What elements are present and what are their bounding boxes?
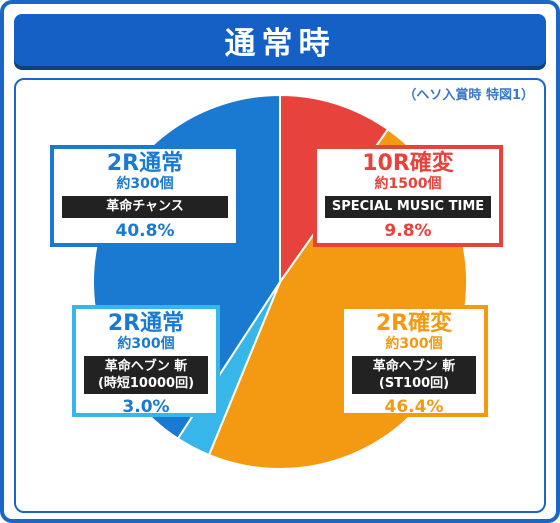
label-2r-tsujo-chance: 2R通常 約300個 革命チャンス 40.8%	[50, 145, 240, 247]
slice-machine: SPECIAL MUSIC TIME	[325, 196, 491, 218]
chart-note: （ヘソ入賞時 特図1）	[403, 88, 534, 103]
slice-machine: 革命チャンス	[62, 196, 228, 218]
slice-machine-line1: 革命ヘブン 斬	[372, 359, 456, 374]
slice-bonus: 約300個	[385, 336, 443, 352]
slice-bonus: 約300個	[116, 176, 174, 192]
slice-machine-line2: (ST100回)	[378, 376, 450, 391]
slice-bonus: 約300個	[117, 336, 175, 352]
slice-percent: 3.0%	[122, 397, 170, 417]
slice-percent: 46.4%	[384, 397, 444, 417]
slice-name: 2R確変	[375, 311, 453, 336]
label-10r-kakuhen: 10R確変 約1500個 SPECIAL MUSIC TIME 9.8%	[313, 145, 503, 247]
title-bar: 通常時	[14, 14, 546, 66]
slice-machine-line2: (時短10000回)	[97, 376, 195, 391]
slice-name: 2R通常	[106, 151, 184, 176]
label-2r-kakuhen: 2R確変 約300個 革命ヘブン 斬 (ST100回) 46.4%	[340, 305, 488, 417]
page-title: 通常時	[224, 25, 336, 62]
slice-machine: 革命ヘブン 斬 (ST100回)	[352, 356, 476, 394]
slice-name: 10R確変	[362, 151, 454, 176]
slice-name: 2R通常	[107, 311, 185, 336]
slice-percent: 9.8%	[384, 221, 432, 241]
slice-bonus: 約1500個	[374, 176, 442, 192]
slice-machine-line1: 革命ヘブン 斬	[104, 359, 188, 374]
slice-percent: 40.8%	[115, 221, 175, 241]
slice-machine: 革命ヘブン 斬 (時短10000回)	[84, 356, 208, 394]
label-2r-tsujo-heaven: 2R通常 約300個 革命ヘブン 斬 (時短10000回) 3.0%	[72, 305, 220, 417]
